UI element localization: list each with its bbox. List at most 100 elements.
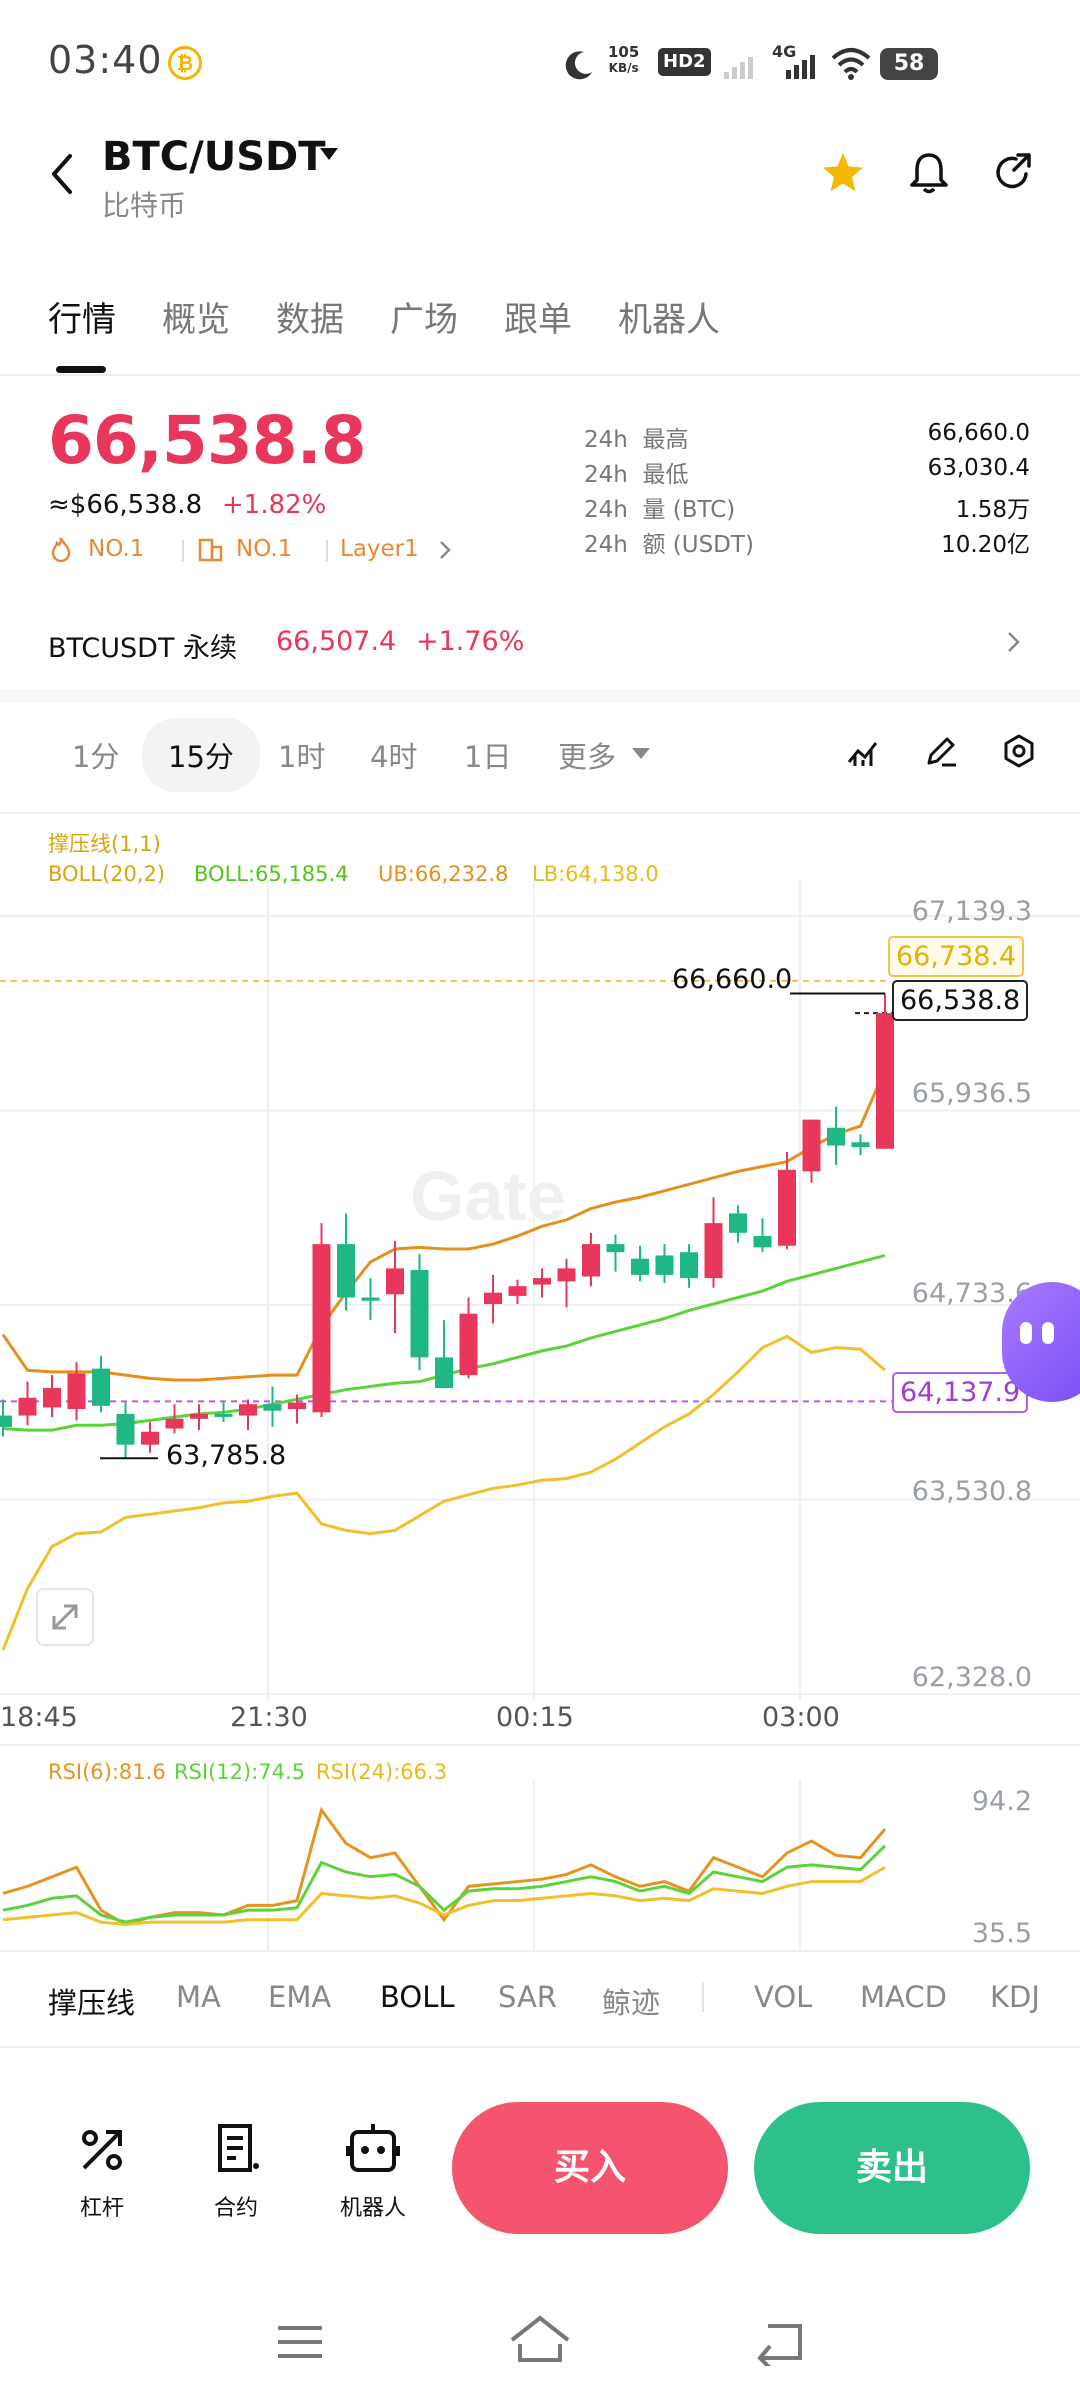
indicator-vol[interactable]: VOL bbox=[754, 1980, 813, 2014]
indicator-icon[interactable] bbox=[846, 734, 880, 768]
rsi6-legend: RSI(6):81.6 bbox=[48, 1760, 166, 1784]
pair-dropdown-icon[interactable] bbox=[320, 148, 338, 160]
contract-label[interactable]: 合约 bbox=[214, 2196, 259, 2221]
indicator-kdj[interactable]: KDJ bbox=[990, 1980, 1040, 2014]
bot-label[interactable]: 机器人 bbox=[340, 2196, 407, 2221]
chevron-right-icon[interactable] bbox=[1004, 628, 1024, 656]
candle-body bbox=[190, 1413, 208, 1419]
boll-upper-line bbox=[1, 1068, 887, 1382]
tab-data[interactable]: 数据 bbox=[276, 300, 344, 340]
perpetual-label[interactable]: BTCUSDT 永续 bbox=[48, 633, 238, 664]
candle-body bbox=[214, 1413, 233, 1417]
hot-rank[interactable]: NO.1 bbox=[88, 536, 145, 562]
candle-body bbox=[312, 1244, 331, 1413]
hd-icon: HD2 bbox=[658, 48, 711, 76]
boll-lb-legend: LB:64,138.0 bbox=[532, 862, 659, 886]
pair-title[interactable]: BTC/USDT bbox=[102, 134, 326, 180]
more-dropdown-icon[interactable] bbox=[632, 748, 650, 759]
settings-icon[interactable] bbox=[1002, 734, 1036, 768]
candle-body bbox=[557, 1268, 576, 1282]
candle-body bbox=[484, 1292, 502, 1304]
stat-label: 最高 bbox=[642, 427, 689, 453]
battery-icon: 58 bbox=[880, 48, 938, 80]
tf-1m[interactable]: 1分 bbox=[72, 740, 120, 774]
moon-icon bbox=[565, 51, 592, 80]
star-icon[interactable] bbox=[820, 150, 866, 196]
net-speed-value: 105 bbox=[608, 43, 640, 61]
last-price: 66,538.8 bbox=[48, 402, 367, 479]
candle-body bbox=[827, 1127, 845, 1146]
stat-label-volume: 24h 量 (BTC) bbox=[584, 490, 735, 524]
indicator-boll[interactable]: BOLL bbox=[380, 1980, 455, 2014]
candle-body bbox=[0, 1415, 12, 1427]
indicator-whale[interactable]: 鲸迹 bbox=[602, 1986, 661, 2020]
x-tick: 03:00 bbox=[762, 1702, 840, 1733]
divider bbox=[0, 812, 1080, 814]
stat-period: 24h bbox=[584, 427, 628, 453]
candle-body bbox=[876, 1013, 894, 1149]
stat-value-volume: 1.58万 bbox=[955, 497, 1030, 523]
candle-body bbox=[459, 1313, 478, 1376]
candle-body bbox=[263, 1404, 282, 1411]
divider bbox=[0, 1950, 1080, 1952]
tf-1d[interactable]: 1日 bbox=[464, 740, 512, 774]
status-time: 03:40 bbox=[48, 38, 163, 82]
indicator-ma[interactable]: MA bbox=[176, 1980, 221, 2014]
divider bbox=[702, 1982, 704, 2012]
stat-period: 24h bbox=[584, 497, 628, 523]
net-speed-unit: KB/s bbox=[608, 61, 639, 75]
leverage-icon[interactable] bbox=[76, 2124, 128, 2176]
tf-1h[interactable]: 1时 bbox=[278, 740, 326, 774]
tab-overview[interactable]: 概览 bbox=[162, 300, 230, 340]
menu-icon[interactable] bbox=[272, 2320, 328, 2364]
fullscreen-button[interactable] bbox=[36, 1588, 94, 1646]
tab-market[interactable]: 行情 bbox=[48, 300, 116, 340]
y-tick: 65,936.5 bbox=[911, 1078, 1032, 1109]
indicator-macd[interactable]: MACD bbox=[860, 1980, 947, 2014]
rsi-line-6 bbox=[2, 1806, 887, 1927]
chevron-right-icon[interactable] bbox=[436, 538, 454, 562]
candle-body bbox=[753, 1236, 772, 1248]
tab-bot[interactable]: 机器人 bbox=[618, 300, 720, 340]
candle-body bbox=[116, 1413, 135, 1445]
robot-icon[interactable] bbox=[346, 2120, 400, 2176]
low-annotation: 63,785.8 bbox=[166, 1440, 287, 1471]
candle-body bbox=[655, 1255, 674, 1275]
high-annotation: 66,660.0 bbox=[672, 964, 793, 995]
tf-15m[interactable]: 15分 bbox=[142, 718, 260, 792]
candlestick-chart[interactable]: Gate bbox=[0, 880, 1080, 1700]
tab-copy[interactable]: 跟单 bbox=[504, 300, 572, 340]
bell-icon[interactable] bbox=[906, 150, 952, 196]
last-price-tag[interactable]: 66,538.8 bbox=[892, 980, 1029, 1021]
watermark: Gate bbox=[410, 1157, 566, 1235]
tab-indicator bbox=[56, 366, 106, 373]
indicator-sr[interactable]: 撑压线 bbox=[48, 1986, 136, 2020]
share-icon[interactable] bbox=[990, 150, 1036, 196]
contract-icon[interactable] bbox=[212, 2122, 262, 2176]
candle-body bbox=[704, 1223, 723, 1279]
boll-lower-line bbox=[1, 1334, 886, 1651]
rsi-chart[interactable] bbox=[0, 1780, 1080, 1950]
cap-rank[interactable]: NO.1 bbox=[236, 536, 293, 562]
draw-pen-icon[interactable] bbox=[924, 734, 958, 768]
leverage-label[interactable]: 杠杆 bbox=[80, 2196, 125, 2221]
usd-price: ≈$66,538.8 bbox=[48, 490, 203, 520]
candle-body bbox=[288, 1402, 306, 1410]
buy-button[interactable]: 买入 bbox=[452, 2102, 728, 2234]
tf-more[interactable]: 更多 bbox=[558, 740, 617, 774]
back-nav-icon[interactable] bbox=[752, 2318, 808, 2366]
assistant-bubble[interactable] bbox=[1002, 1282, 1080, 1402]
tab-square[interactable]: 广场 bbox=[390, 300, 458, 340]
indicator-sar[interactable]: SAR bbox=[498, 1980, 557, 2014]
candle-body bbox=[410, 1270, 429, 1358]
back-icon[interactable] bbox=[50, 152, 76, 196]
tf-4h[interactable]: 4时 bbox=[370, 740, 418, 774]
category-tag[interactable]: Layer1 bbox=[340, 536, 419, 562]
home-icon[interactable] bbox=[508, 2314, 572, 2366]
sell-button[interactable]: 卖出 bbox=[754, 2102, 1030, 2234]
rsi12-legend: RSI(12):74.5 bbox=[174, 1760, 306, 1784]
divider bbox=[0, 374, 1080, 376]
candle-body bbox=[533, 1278, 551, 1285]
indicator-ema[interactable]: EMA bbox=[268, 1980, 332, 2014]
rsi-line-24 bbox=[2, 1865, 886, 1927]
